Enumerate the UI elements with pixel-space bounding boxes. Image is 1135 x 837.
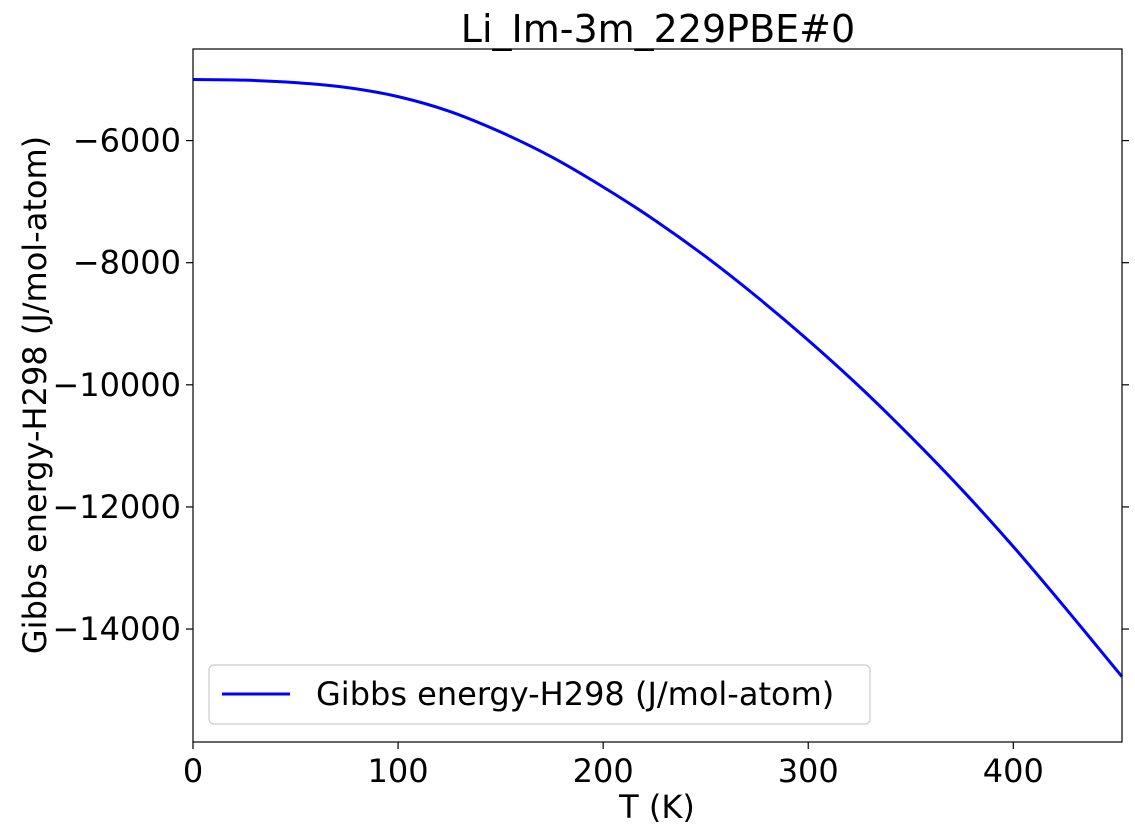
legend: Gibbs energy-H298 (J/mol-atom): [208, 664, 871, 725]
y-tick-label: −6000: [73, 122, 181, 160]
y-tick-label: −10000: [52, 366, 181, 404]
x-tick-label: 100: [368, 752, 429, 790]
y-tick-label: −14000: [52, 610, 181, 648]
x-tick-label: 0: [183, 752, 203, 790]
legend-frame: [208, 664, 871, 725]
x-axis-label: T (K): [618, 788, 695, 826]
y-axis-label: Gibbs energy-H298 (J/mol-atom): [16, 136, 54, 654]
y-tick-label: −8000: [73, 244, 181, 282]
plot-frame: [192, 48, 1123, 743]
plot-area: 0 100 200 300 400 −14000 −12000 −10000 −8000 −600…: [52, 48, 1129, 790]
chart-title: Li_Im-3m_229PBE#0: [461, 7, 855, 51]
y-tick-label: −12000: [52, 488, 181, 526]
x-tick-label: 300: [778, 752, 839, 790]
x-tick-label: 200: [573, 752, 634, 790]
x-tick-label: 400: [983, 752, 1044, 790]
series-line-0: [192, 78, 1124, 678]
legend-entry-label: Gibbs energy-H298 (J/mol-atom): [316, 675, 834, 713]
